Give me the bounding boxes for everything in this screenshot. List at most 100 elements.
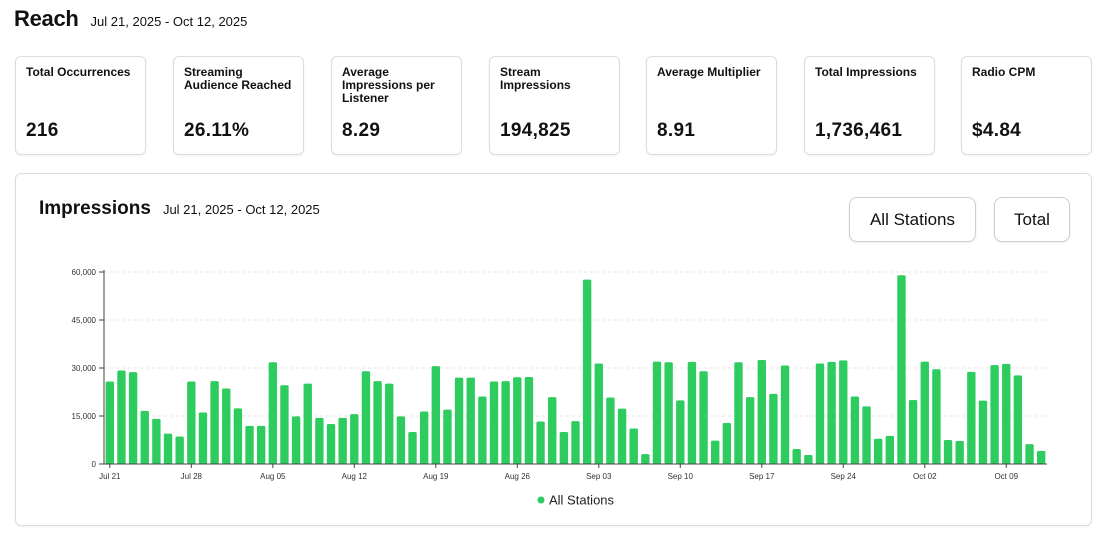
bar	[268, 362, 277, 464]
bar	[245, 425, 254, 464]
bar	[326, 424, 336, 464]
stat-value: 8.29	[342, 120, 381, 141]
bar	[466, 377, 475, 464]
page-header: Reach Jul 21, 2025 - Oct 12, 2025	[14, 6, 247, 36]
bar	[280, 385, 289, 464]
bar	[827, 361, 836, 464]
bar	[676, 400, 685, 464]
bar	[582, 279, 592, 464]
stat-label: Streaming Audience Reached	[184, 65, 292, 92]
bar	[291, 416, 301, 464]
stat-label: Stream Impressions	[500, 65, 571, 92]
bar	[396, 416, 406, 464]
bar	[850, 396, 860, 464]
bar	[338, 417, 347, 464]
total-mode-button[interactable]: Total	[994, 197, 1070, 242]
stat-value: 1,736,461	[815, 120, 903, 141]
stat-value: $4.84	[972, 120, 1022, 141]
bar	[943, 440, 953, 464]
bar	[967, 371, 976, 464]
y-tick-label: 30,000	[72, 364, 97, 373]
stats-row: Total Occurrences 216 Streaming Audience…	[15, 56, 1092, 155]
bar	[501, 381, 510, 464]
stat-label: Average Impressions per Listener	[342, 65, 435, 105]
bar	[874, 438, 883, 464]
bar	[187, 381, 196, 464]
stat-card-avg-impressions-listener: Average Impressions per Listener 8.29	[331, 56, 462, 155]
bar	[198, 412, 208, 464]
station-filter-button[interactable]: All Stations	[849, 197, 976, 242]
bar	[408, 432, 417, 464]
y-tick-label: 15,000	[72, 412, 97, 421]
bar	[1013, 375, 1023, 464]
bar	[256, 425, 266, 464]
bar	[641, 454, 650, 464]
bar	[163, 433, 173, 464]
bar	[804, 455, 813, 464]
bar	[1025, 444, 1034, 464]
bar	[513, 377, 522, 464]
stat-value: 194,825	[500, 120, 571, 141]
stat-value: 8.91	[657, 120, 696, 141]
stat-value: 26.11%	[184, 120, 250, 141]
x-tick-label: Sep 10	[668, 472, 694, 481]
bar	[489, 381, 499, 464]
x-tick-label: Sep 17	[749, 472, 775, 481]
x-tick-label: Jul 21	[99, 472, 121, 481]
stat-label: Total Occurrences	[26, 65, 131, 79]
bar	[920, 361, 929, 464]
x-tick-label: Oct 02	[913, 472, 937, 481]
stat-card-total-impressions: Total Impressions 1,736,461	[804, 56, 935, 155]
bar	[315, 417, 324, 464]
bar	[128, 372, 138, 464]
chart-title: Impressions	[39, 198, 151, 219]
y-tick-label: 0	[92, 460, 97, 469]
impressions-chart-card: Impressions Jul 21, 2025 - Oct 12, 2025 …	[15, 173, 1092, 526]
bar	[431, 366, 440, 464]
axis-layer: 0 15,000 30,000 45,000 60,000 Jul 21 Jul 28 Aug…	[72, 268, 1047, 481]
bar	[652, 361, 662, 464]
bar	[152, 418, 161, 464]
y-tick-label: 60,000	[72, 268, 97, 277]
bar	[990, 365, 999, 464]
bar	[140, 410, 149, 464]
x-tick-label: Aug 19	[423, 472, 449, 481]
bar	[908, 400, 918, 464]
bar	[594, 363, 603, 464]
bar	[105, 381, 115, 464]
bar	[361, 371, 371, 464]
bar	[617, 408, 627, 464]
bar	[839, 360, 848, 464]
bar	[222, 388, 231, 464]
bar	[559, 432, 569, 464]
bar	[210, 381, 219, 464]
bar	[955, 440, 964, 464]
bar	[687, 361, 697, 464]
page-date-range: Jul 21, 2025 - Oct 12, 2025	[90, 14, 248, 29]
bar	[780, 365, 790, 464]
bar	[350, 414, 359, 464]
stat-card-streaming-audience: Streaming Audience Reached 26.11%	[173, 56, 304, 155]
bar	[117, 370, 126, 464]
bar	[478, 396, 487, 464]
x-tick-label: Sep 24	[831, 472, 857, 481]
bar	[524, 376, 534, 464]
stat-card-avg-multiplier: Average Multiplier 8.91	[646, 56, 777, 155]
bar	[454, 377, 464, 464]
chart-date-range: Jul 21, 2025 - Oct 12, 2025	[162, 202, 320, 217]
stat-label: Radio CPM	[972, 65, 1036, 79]
bar	[699, 371, 708, 464]
x-tick-label: Aug 12	[342, 472, 368, 481]
bar	[373, 381, 382, 464]
bar	[722, 423, 732, 464]
bar	[815, 363, 825, 464]
bar	[303, 383, 312, 464]
legend-marker	[537, 496, 545, 504]
stat-card-stream-impressions: Stream Impressions 194,825	[489, 56, 620, 155]
grid-layer	[104, 271, 1047, 417]
bar	[897, 275, 906, 464]
chart-legend: All Stations	[537, 493, 615, 508]
y-tick-label: 45,000	[72, 316, 97, 325]
bar	[571, 421, 580, 464]
bar	[606, 397, 615, 464]
